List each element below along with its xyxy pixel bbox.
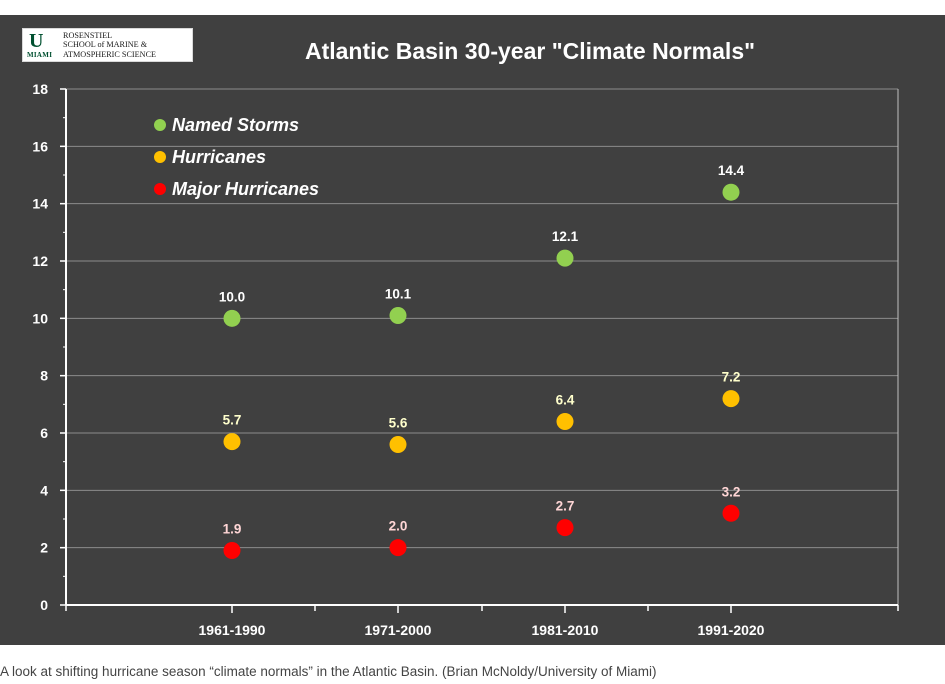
data-label: 3.2	[722, 484, 741, 499]
data-points: 10.0 10.1 12.1 14.4 5.7 5.6 6.4 7.2 1.9 2.0 2.7 3.2	[219, 163, 745, 560]
data-point	[722, 504, 740, 522]
figure-caption: A look at shifting hurricane season “cli…	[0, 664, 657, 679]
logo-u-mark: U	[29, 31, 43, 51]
data-label: 1.9	[223, 522, 242, 537]
y-tick-label: 4	[40, 482, 48, 498]
axis-layer: 0 2 4 6 8 10 12 14 16 18 1961-1990 1971-2000 1981-20…	[32, 81, 899, 638]
data-label: 10.1	[385, 286, 412, 301]
x-tick-label: 1981-2010	[532, 622, 599, 638]
x-tick-label: 1961-1990	[199, 622, 266, 638]
data-label: 12.1	[552, 229, 579, 244]
data-point	[556, 413, 574, 431]
legend-marker	[154, 119, 166, 131]
data-point	[722, 183, 740, 201]
y-tick-label: 14	[32, 196, 48, 212]
data-point	[556, 519, 574, 537]
y-tick-label: 0	[40, 597, 48, 613]
data-label: 7.2	[722, 370, 741, 385]
legend-marker	[154, 151, 166, 163]
y-tick-label: 12	[32, 253, 48, 269]
x-tick-label: 1991-2020	[698, 622, 765, 638]
data-point	[223, 433, 241, 451]
data-label: 14.4	[718, 163, 745, 178]
y-tick-label: 10	[32, 310, 48, 326]
data-point	[389, 435, 407, 453]
y-tick-label: 2	[40, 540, 48, 556]
legend: Named Storms Hurricanes Major Hurricanes	[154, 115, 319, 199]
legend-label: Named Storms	[172, 115, 299, 135]
data-label: 5.6	[389, 415, 408, 430]
logo-u-letter: U	[29, 30, 44, 52]
data-point	[389, 306, 407, 324]
legend-marker	[154, 183, 166, 195]
university-logo: U MIAMI ROSENSTIEL SCHOOL of MARINE & AT…	[22, 28, 193, 62]
grid-layer	[66, 88, 899, 605]
chart-panel: Atlantic Basin 30-year "Climate Normals"…	[0, 15, 945, 645]
data-label: 10.0	[219, 289, 245, 304]
legend-label: Major Hurricanes	[172, 179, 319, 199]
legend-label: Hurricanes	[172, 147, 266, 167]
data-point	[223, 309, 241, 327]
data-point	[389, 539, 407, 557]
chart-svg: Atlantic Basin 30-year "Climate Normals"…	[32, 38, 899, 638]
y-tick-label: 6	[40, 425, 48, 441]
y-tick-label: 18	[32, 81, 48, 97]
data-point	[556, 249, 574, 267]
y-tick-label: 16	[32, 138, 48, 154]
chart-title: Atlantic Basin 30-year "Climate Normals"	[305, 38, 755, 64]
y-tick-label: 8	[40, 368, 48, 384]
data-label: 2.0	[389, 519, 408, 534]
data-point	[722, 390, 740, 408]
data-label: 2.7	[556, 499, 575, 514]
x-tick-label: 1971-2000	[365, 622, 432, 638]
data-label: 6.4	[556, 393, 575, 408]
logo-school-name: ROSENSTIEL SCHOOL of MARINE & ATMOSPHERI…	[63, 31, 157, 59]
data-point	[223, 542, 241, 560]
logo-miami-text: MIAMI	[27, 51, 53, 59]
data-label: 5.7	[223, 413, 242, 428]
